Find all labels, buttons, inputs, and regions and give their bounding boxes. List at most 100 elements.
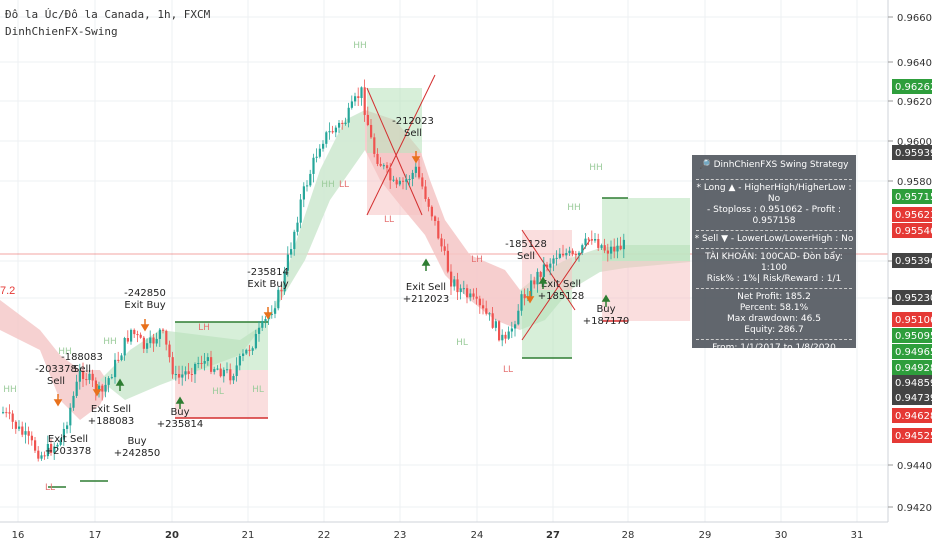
swing-label: HH — [58, 347, 72, 357]
candle-body — [149, 337, 152, 344]
buy-arrow-icon — [601, 294, 611, 307]
candle-body — [610, 246, 613, 254]
price-badge-label: 0.95546 — [895, 226, 932, 237]
swing-label: HL — [252, 385, 264, 395]
candle-body — [376, 153, 379, 164]
candle-body — [142, 337, 145, 349]
candle-body — [43, 455, 46, 457]
candle-body — [533, 280, 536, 285]
candle-body — [30, 435, 33, 441]
trade-label-value: Exit Sell — [406, 282, 446, 293]
candle-body — [322, 143, 325, 149]
time-tick: 27 — [546, 530, 560, 541]
candle-body — [62, 428, 65, 440]
loss-box — [602, 261, 690, 321]
price-badge-label: 0.95623 — [895, 210, 932, 221]
price-badge — [892, 408, 932, 423]
candle-body — [21, 426, 24, 435]
divider — [696, 230, 852, 231]
candle-body — [555, 257, 558, 259]
candle-body — [482, 305, 485, 309]
candle-body — [504, 334, 507, 339]
sell-line: * Sell ▼ - LowerLow/LowerHigh : No — [694, 234, 854, 244]
candle-body — [395, 179, 398, 185]
price-badge-label: 0.94965 — [895, 347, 932, 358]
candle-body — [485, 308, 488, 314]
candle-body — [69, 407, 72, 426]
trade-label-value: -203378 — [35, 364, 77, 375]
trade-label-value: -188083 — [61, 352, 103, 363]
candle-body — [622, 239, 625, 250]
candle-body — [571, 250, 574, 255]
sell-arrow-icon — [263, 307, 273, 320]
candle-body — [184, 371, 187, 375]
swing-label: HH — [589, 163, 603, 173]
long-line: * Long ▲ - HigherHigh/HigherLow : No — [696, 183, 852, 204]
candle-body — [443, 246, 446, 251]
candle-body — [242, 353, 245, 356]
candle-body — [101, 385, 104, 392]
candle-body — [98, 385, 101, 392]
candle-body — [117, 359, 120, 361]
candle-body — [229, 369, 232, 381]
candle-body — [155, 338, 158, 344]
swing-label: HH — [103, 337, 117, 347]
loss-box — [175, 370, 268, 418]
candle-body — [478, 298, 481, 306]
candle-body — [270, 313, 273, 315]
candle-body — [558, 253, 561, 258]
candle-body — [562, 253, 565, 256]
price-badge-label: 0.95106 — [895, 315, 932, 326]
candle-body — [261, 321, 264, 328]
candle-body — [5, 412, 8, 414]
candle-body — [347, 107, 350, 123]
candle-body — [389, 168, 392, 181]
candle-body — [350, 101, 353, 108]
candle-body — [110, 377, 113, 379]
candle-body — [216, 368, 219, 370]
price-axis[interactable]: 0.966000.964000.962000.960000.958000.954… — [887, 0, 932, 522]
candle-body — [382, 165, 385, 167]
time-axis[interactable]: 16 17 20 21 22 23 24 27 28 29 30 31 — [0, 521, 888, 541]
loss-box — [522, 230, 572, 290]
candle-body — [293, 231, 296, 250]
price-badge — [892, 223, 932, 238]
candle-body — [488, 313, 491, 315]
trade-label-type: Exit Buy — [247, 279, 288, 290]
divider — [696, 248, 852, 249]
candle-body — [206, 357, 209, 362]
candle-body — [14, 421, 17, 429]
percent: Percent: 58.1% — [739, 303, 809, 313]
candle-body — [232, 376, 235, 381]
candle-body — [549, 263, 552, 268]
price-badge — [892, 328, 932, 343]
candle-body — [235, 365, 238, 377]
candle-body — [174, 374, 177, 376]
trade-label-type: Sell — [73, 364, 91, 375]
candle-body — [491, 313, 494, 328]
net-profit: Net Profit: 185.2 — [737, 292, 811, 302]
candle-body — [165, 330, 168, 345]
time-tick: 30 — [775, 530, 788, 541]
candle-body — [152, 337, 155, 344]
candle-body — [565, 253, 568, 256]
time-tick: 31 — [851, 530, 864, 541]
candle-body — [418, 166, 421, 178]
trade-label-type: +185128 — [538, 291, 585, 302]
candle-body — [520, 294, 523, 311]
candle-body — [539, 271, 542, 277]
trade-label-type: Sell — [517, 251, 535, 262]
candle-body — [75, 381, 78, 396]
profit-box — [175, 322, 268, 370]
candle-body — [114, 359, 117, 378]
candle-body — [408, 179, 411, 181]
buy-arrow-icon — [175, 396, 185, 409]
candle-body — [584, 238, 587, 246]
price-badge-label: 0.94628 — [895, 411, 932, 422]
candle-body — [466, 288, 469, 298]
sell-arrow-icon — [525, 291, 535, 304]
candle-body — [85, 379, 88, 381]
price-badge — [892, 428, 932, 443]
time-tick: 28 — [622, 530, 635, 541]
